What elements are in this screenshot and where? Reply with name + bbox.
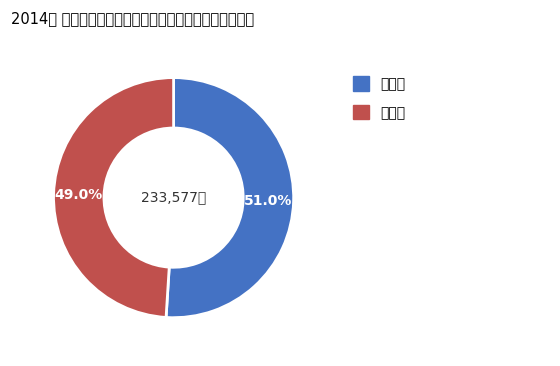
Text: 49.0%: 49.0% (55, 188, 103, 202)
Text: 233,577人: 233,577人 (141, 191, 206, 205)
Wedge shape (54, 78, 174, 317)
Wedge shape (166, 78, 293, 318)
Text: 2014年 商業の従業者数にしめる卸売業と小売業のシェア: 2014年 商業の従業者数にしめる卸売業と小売業のシェア (11, 11, 254, 26)
Legend: 小売業, 卸売業: 小売業, 卸売業 (346, 70, 412, 127)
Text: 51.0%: 51.0% (244, 194, 292, 208)
